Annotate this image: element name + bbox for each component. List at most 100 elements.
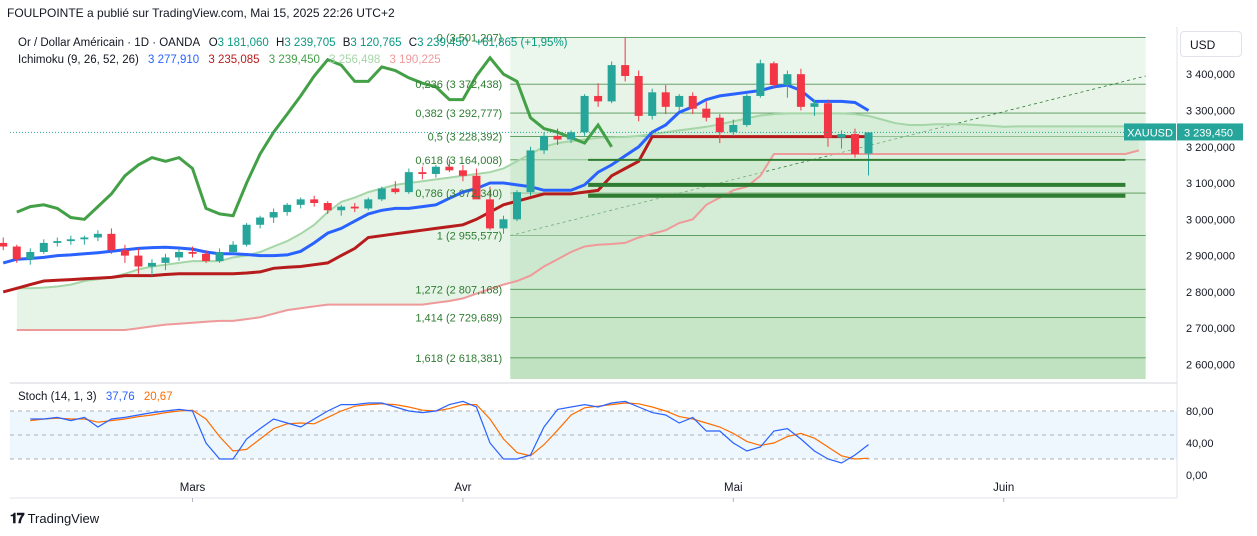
fib-level-label: 0,618 (3 164,008): [415, 155, 502, 167]
candle-body: [837, 134, 846, 138]
span-b-line: [16, 149, 1140, 331]
candle-body: [215, 251, 224, 262]
candle-body: [188, 251, 197, 254]
candle: [715, 114, 724, 144]
publisher-line: FOULPOINTE a publié sur TradingView.com,…: [7, 6, 395, 20]
candle-body: [715, 117, 724, 133]
candle-body: [93, 233, 102, 238]
candle-body: [445, 166, 454, 171]
candle: [445, 159, 454, 173]
price-tick-label: 3 100,000: [1186, 178, 1235, 190]
candle-body: [391, 188, 400, 193]
legend-ichimoku-label: Ichimoku (9, 26, 52, 26): [18, 54, 139, 66]
legend-low: 3 120,765: [350, 37, 401, 49]
candle-body: [567, 132, 576, 140]
fib-level-label: 0 (3 501,207): [437, 32, 502, 44]
price-tick-label: 3 000,000: [1186, 214, 1235, 226]
candle-body: [175, 251, 183, 258]
price-tick-label: 3 300,000: [1186, 105, 1235, 117]
candle: [93, 230, 102, 242]
candle: [485, 186, 494, 231]
candle: [147, 259, 156, 276]
candle: [242, 222, 251, 247]
footer-brand-label: TradingView: [27, 511, 100, 526]
candle: [269, 208, 278, 223]
candle-body: [161, 257, 170, 263]
time-tick-label: Mai: [724, 482, 743, 494]
candle-body: [634, 75, 643, 116]
candle-body: [621, 65, 630, 76]
horizontal-levels[interactable]: [10, 131, 1177, 198]
price-tick-label: 2 800,000: [1186, 287, 1235, 299]
price-tick-label: 3 200,000: [1186, 142, 1235, 154]
candle-body: [202, 253, 211, 262]
candle-body: [107, 233, 116, 251]
legend-open: 3 181,060: [218, 37, 269, 49]
time-axis[interactable]: Mars Avr Mai Juin: [180, 482, 1015, 502]
kijun-line: [2, 135, 869, 294]
legend-symbol: Or / Dollar Américain · 1D · OANDA: [18, 37, 200, 49]
candle: [634, 70, 643, 122]
candle: [553, 128, 562, 145]
candle-body: [147, 262, 156, 267]
candle: [851, 128, 859, 158]
candle: [526, 146, 535, 196]
symbol-tag-label: XAUUSD: [1127, 127, 1173, 139]
candle-body: [729, 124, 738, 133]
candle-body: [823, 103, 832, 138]
candle: [215, 248, 224, 263]
candle-body: [26, 251, 35, 260]
fib-level-label: 0,786 (3 072,340): [415, 188, 502, 200]
legend-symbol-line: Or / Dollar Américain · 1D · OANDA O3 18…: [18, 37, 568, 49]
candle: [837, 130, 846, 149]
fib-level-label: 1,618 (2 618,381): [415, 353, 502, 365]
candle: [513, 190, 521, 222]
candle: [540, 132, 549, 155]
candle: [134, 248, 143, 274]
candle-body: [431, 166, 440, 174]
time-tick-label: Juin: [993, 482, 1014, 494]
legend-stoch-d: 20,67: [144, 391, 173, 403]
candle: [337, 204, 346, 216]
last-price-label: 3 239,450: [1184, 127, 1233, 139]
stochastic-pane[interactable]: 0,00 40,00 80,00: [10, 400, 1214, 482]
candle: [256, 215, 265, 229]
legend-stoch-line: Stoch (14, 1, 3) 37,76 20,67: [18, 391, 173, 403]
legend-span-b: 3 190,225: [390, 54, 441, 66]
candle: [188, 246, 197, 258]
price-tick-label: 3 400,000: [1186, 69, 1235, 81]
candle-body: [851, 134, 859, 155]
time-tick-label: Mars: [180, 482, 206, 494]
candle: [310, 195, 319, 207]
candle: [823, 99, 832, 147]
candle: [499, 215, 508, 234]
tradingview-logo-icon: 𝟏𝟕: [10, 510, 25, 526]
price-tick-label: 2 900,000: [1186, 251, 1235, 263]
fib-level-label: 0,5 (3 228,392): [428, 131, 503, 143]
footer-brand[interactable]: 𝟏𝟕 TradingView: [10, 510, 99, 527]
candle: [39, 239, 48, 254]
candle: [377, 186, 386, 202]
candle: [756, 59, 765, 98]
legend-span-a: 3 256,498: [329, 54, 380, 66]
legend-chikou: 3 239,450: [269, 54, 320, 66]
candle: [783, 70, 792, 98]
legend-ichimoku-line: Ichimoku (9, 26, 52, 26) 3 277,910 3 235…: [18, 54, 441, 66]
fib-trend-line: [510, 75, 1146, 237]
candle: [26, 248, 35, 265]
legend-stoch-k: 37,76: [106, 391, 135, 403]
candle: [810, 99, 819, 116]
candle-body: [594, 95, 603, 102]
candle: [729, 119, 738, 136]
candle: [702, 101, 711, 122]
candlesticks[interactable]: [0, 37, 873, 276]
time-tick-label: Avr: [454, 482, 471, 494]
candle: [364, 197, 373, 211]
currency-button[interactable]: USD: [1180, 31, 1242, 57]
fib-band: [510, 37, 1146, 85]
fib-level-label: 1 (2 955,577): [437, 230, 502, 242]
candle-body: [323, 203, 332, 211]
stoch-tick-label: 80,00: [1186, 406, 1214, 418]
symbol-tag: [1124, 123, 1176, 141]
